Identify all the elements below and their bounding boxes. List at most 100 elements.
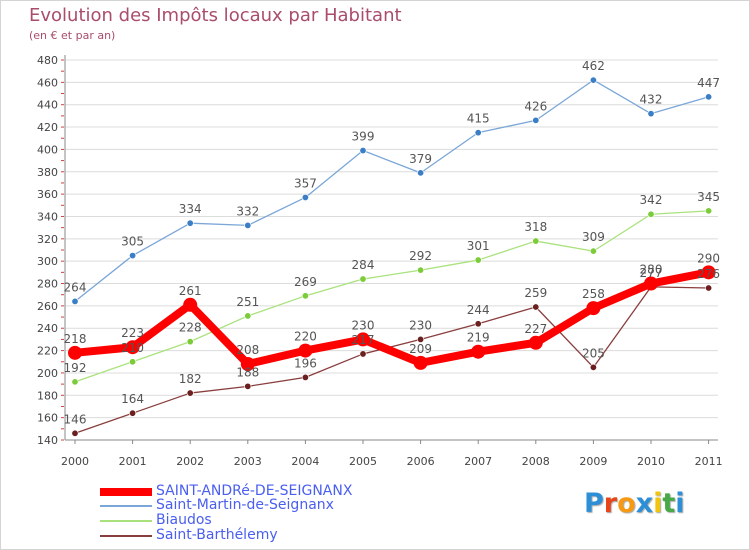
data-label: 217 [352, 333, 375, 347]
x-tick-label: 2010 [637, 455, 665, 468]
data-point [532, 237, 540, 245]
legend-swatch [100, 488, 152, 496]
data-point [417, 335, 425, 343]
data-label: 182 [179, 372, 202, 386]
data-point [647, 210, 655, 218]
data-label: 192 [64, 361, 87, 375]
data-label: 447 [697, 76, 720, 90]
chart-title: Evolution des Impôts locaux par Habitant [29, 5, 402, 26]
data-label: 219 [467, 331, 490, 345]
data-point [359, 350, 367, 358]
y-tick-label: 200 [37, 367, 58, 380]
logo-letter: t [662, 488, 676, 519]
data-label: 264 [64, 280, 87, 294]
data-label: 318 [524, 220, 547, 234]
data-label: 309 [582, 230, 605, 244]
legend-swatch [100, 535, 152, 537]
data-label: 290 [697, 251, 720, 265]
y-tick-label: 480 [37, 54, 58, 67]
y-tick-label: 380 [37, 166, 58, 179]
data-point [532, 303, 540, 311]
data-point [298, 343, 313, 358]
data-label: 223 [121, 326, 144, 340]
data-point [417, 169, 425, 177]
data-label: 227 [524, 322, 547, 336]
data-label: 292 [409, 249, 432, 263]
data-label: 261 [179, 284, 202, 298]
logo-letter: i [653, 488, 663, 519]
data-label: 164 [121, 392, 144, 406]
data-label: 228 [179, 321, 202, 335]
data-point [129, 358, 137, 366]
data-label: 220 [294, 330, 317, 344]
y-tick-label: 260 [37, 300, 58, 313]
series-line [74, 79, 709, 302]
data-label: 415 [467, 112, 490, 126]
data-point [71, 429, 79, 437]
data-point [301, 193, 309, 201]
x-tick-label: 2004 [291, 455, 319, 468]
data-label: 399 [352, 130, 375, 144]
data-label: 258 [582, 287, 605, 301]
data-label: 462 [582, 59, 605, 73]
y-tick-label: 320 [37, 233, 58, 246]
data-label: 146 [64, 412, 87, 426]
data-point [356, 332, 370, 347]
data-label: 205 [582, 346, 605, 360]
x-tick-label: 2009 [579, 455, 607, 468]
data-point [413, 355, 428, 370]
data-label: 244 [467, 303, 490, 317]
data-label: 342 [640, 193, 663, 207]
chart-subtitle: (en € et par an) [29, 29, 116, 42]
legend-label: Biaudos [156, 512, 212, 528]
data-point [474, 320, 482, 328]
x-tick-label: 2000 [61, 455, 89, 468]
logo-letter: P [584, 488, 604, 519]
data-point [71, 378, 79, 386]
data-point [240, 357, 255, 371]
series-line [74, 268, 710, 368]
data-point [68, 345, 82, 360]
proxiti-logo: Proxiti [584, 488, 685, 519]
x-tick-label: 2001 [119, 455, 147, 468]
data-point [301, 373, 309, 381]
x-tick-label: 2002 [176, 455, 204, 468]
data-label: 432 [640, 93, 663, 107]
data-label: 230 [352, 318, 375, 332]
data-label: 209 [409, 342, 432, 356]
data-label: 357 [294, 176, 317, 190]
data-point [589, 76, 597, 84]
data-label: 210 [121, 341, 144, 355]
data-label: 305 [121, 235, 144, 249]
data-point [528, 335, 543, 350]
y-tick-label: 440 [37, 99, 58, 112]
y-tick-label: 300 [37, 255, 58, 268]
data-point [701, 265, 716, 280]
x-tick-label: 2007 [464, 455, 492, 468]
data-point [186, 389, 194, 397]
y-tick-label: 180 [37, 389, 58, 402]
data-point [129, 409, 137, 417]
y-tick-label: 160 [37, 412, 58, 425]
data-point [705, 93, 713, 101]
x-tick-label: 2006 [407, 455, 435, 468]
legend-label: SAINT-ANDRé-DE-SEIGNANX [156, 483, 353, 499]
data-point [186, 219, 194, 227]
y-tick-label: 140 [37, 434, 58, 447]
legend-label: Saint-Barthélemy [156, 527, 278, 543]
data-label: 251 [236, 295, 259, 309]
data-label: 280 [640, 263, 663, 277]
data-label: 345 [697, 190, 720, 204]
data-label: 230 [409, 318, 432, 332]
y-tick-label: 340 [37, 210, 58, 223]
data-point [532, 116, 540, 124]
legend-swatch [100, 505, 152, 507]
data-point [244, 382, 252, 390]
x-tick-label: 2008 [522, 455, 550, 468]
data-label: 284 [352, 258, 375, 272]
logo-letter: x [635, 488, 654, 519]
logo-letter: i [675, 488, 685, 519]
data-point [589, 363, 597, 371]
data-label: 208 [236, 343, 259, 357]
data-point [417, 266, 425, 274]
